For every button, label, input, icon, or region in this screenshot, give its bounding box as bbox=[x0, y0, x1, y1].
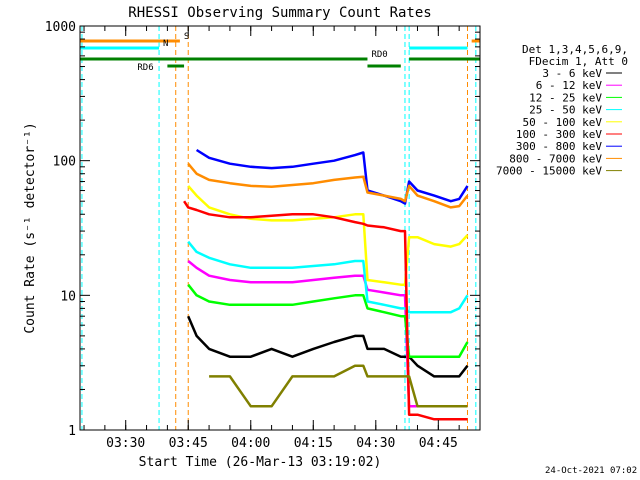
plot-frame bbox=[79, 25, 481, 431]
series-line-7 bbox=[187, 162, 469, 209]
series-line-5 bbox=[183, 200, 468, 421]
x-tick-label: 03:30 bbox=[106, 436, 145, 451]
chart-title: RHESSI Observing Summary Count Rates bbox=[128, 5, 431, 21]
series-line-4 bbox=[187, 185, 469, 286]
legend-label-3: 25 - 50 keV bbox=[529, 104, 602, 117]
generation-timestamp: 24-Oct-2021 07:02 bbox=[545, 466, 638, 476]
series-line-6 bbox=[195, 148, 469, 205]
flag-label-n: N bbox=[163, 39, 168, 49]
x-axis-label: Start Time (26-Mar-13 03:19:02) bbox=[139, 455, 382, 470]
legend-label-6: 300 - 800 keV bbox=[516, 140, 602, 153]
legend-label-1: 6 - 12 keV bbox=[536, 79, 603, 92]
legend-header-0: Det 1,3,4,5,6,9, bbox=[522, 43, 628, 56]
legend-label-8: 7000 - 15000 keV bbox=[496, 165, 602, 178]
flag-label-rd6: RD6 bbox=[137, 63, 153, 73]
flag-label-rd0: RD0 bbox=[371, 50, 387, 60]
legend-label-7: 800 - 7000 keV bbox=[509, 152, 602, 165]
x-tick-label: 04:00 bbox=[231, 436, 270, 451]
y-axis-label: Count Rate (s⁻¹ detector⁻¹) bbox=[23, 122, 38, 333]
series-line-0 bbox=[187, 315, 469, 378]
x-tick-label: 04:15 bbox=[294, 436, 333, 451]
y-tick-label: 10 bbox=[60, 289, 76, 304]
y-tick-label: 1000 bbox=[45, 20, 76, 35]
series-line-1 bbox=[187, 260, 468, 408]
y-tick-label: 1 bbox=[68, 424, 76, 439]
legend-label-5: 100 - 300 keV bbox=[516, 128, 602, 141]
series-line-8 bbox=[209, 364, 468, 408]
series-line-3 bbox=[187, 240, 469, 314]
x-tick-label: 03:45 bbox=[169, 436, 208, 451]
legend-header-1: FDecim 1, Att 0 bbox=[529, 55, 628, 68]
series-line-2 bbox=[187, 283, 469, 358]
legend-label-4: 50 - 100 keV bbox=[523, 116, 603, 129]
legend-label-0: 3 - 6 keV bbox=[542, 67, 602, 80]
x-tick-label: 04:30 bbox=[356, 436, 395, 451]
legend-label-2: 12 - 25 keV bbox=[529, 91, 602, 104]
x-tick-label: 04:45 bbox=[419, 436, 458, 451]
y-tick-label: 100 bbox=[53, 155, 76, 170]
flag-label-s: S bbox=[184, 32, 189, 42]
